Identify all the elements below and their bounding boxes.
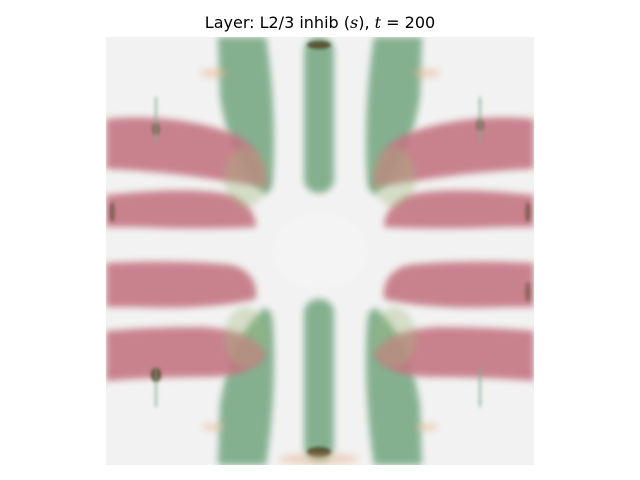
activity-map xyxy=(106,37,534,465)
rose-lobe-right-mid-upper xyxy=(384,190,534,229)
dark-spot-lower-right xyxy=(525,282,531,302)
title-s-variable: s xyxy=(350,13,359,32)
dark-spot-mid-right xyxy=(525,202,531,222)
green-band-bottom-center xyxy=(304,299,334,461)
green-band-top-center xyxy=(304,37,334,193)
orange-glows xyxy=(200,68,440,465)
rose-lobe-left-mid-upper xyxy=(106,190,256,229)
green-overlay-highlights xyxy=(224,147,416,367)
rose-lobe-left-mid-lower xyxy=(106,261,257,308)
dark-spot-top-center xyxy=(307,41,331,49)
green-streaks xyxy=(154,97,482,407)
dark-spot-mid-left xyxy=(109,202,115,222)
center-clearing xyxy=(272,213,368,289)
figure-title: Layer: L2/3 inhib (s), t = 200 xyxy=(204,13,436,32)
rose-lobe-right-mid-lower xyxy=(383,261,534,308)
title-t-variable: t xyxy=(374,13,382,32)
